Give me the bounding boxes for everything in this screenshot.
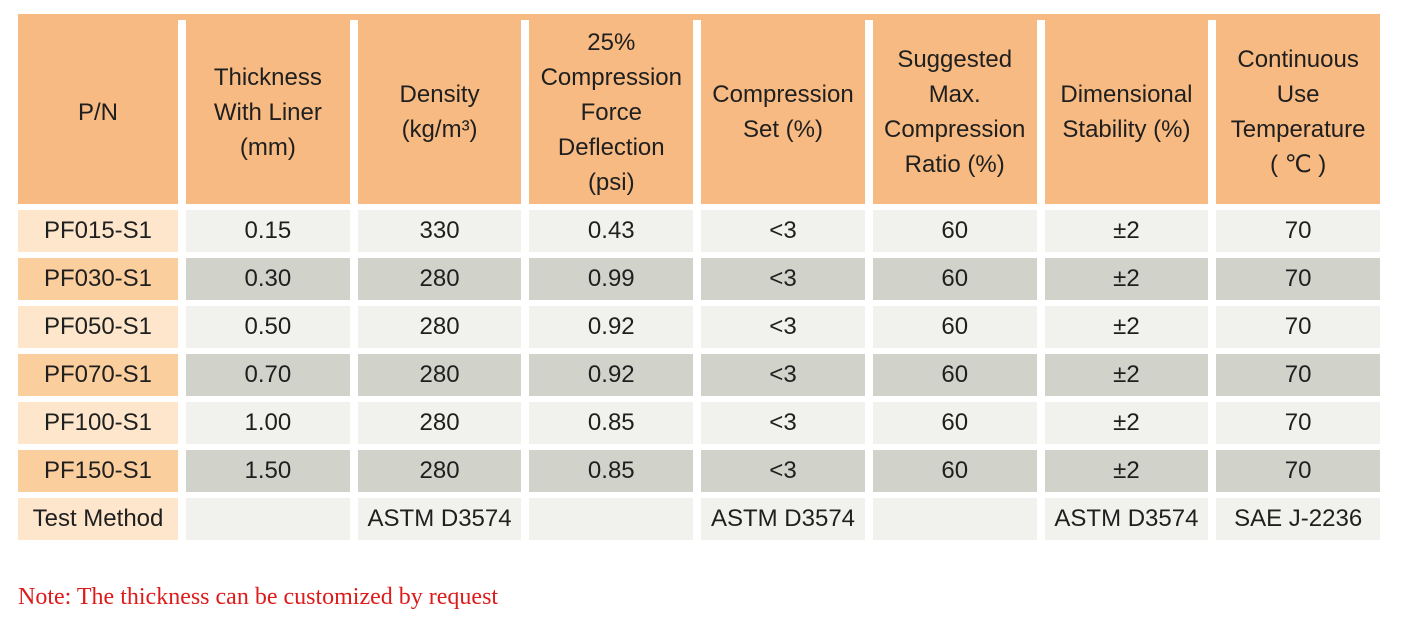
value-cell: 0.92: [529, 354, 694, 396]
value-cell: 0.50: [186, 306, 350, 348]
value-cell: 0.92: [529, 306, 694, 348]
value-cell: 280: [357, 258, 522, 300]
value-cell: 70: [1216, 354, 1380, 396]
pn-cell: PF100-S1: [18, 402, 178, 444]
value-cell: ASTM D3574: [357, 498, 522, 540]
value-cell: 60: [872, 210, 1037, 252]
header-cell-continuous-use-temperature: Continuous Use Temperature ( ℃ ): [1216, 20, 1380, 204]
value-cell: <3: [701, 354, 865, 396]
value-cell: ASTM D3574: [701, 498, 865, 540]
value-cell: 70: [1216, 306, 1380, 348]
value-cell: ±2: [1044, 306, 1209, 348]
value-cell: 280: [357, 306, 522, 348]
value-cell: <3: [701, 306, 865, 348]
value-cell: 280: [357, 450, 522, 492]
value-cell: 0.43: [529, 210, 694, 252]
value-cell: ±2: [1044, 354, 1209, 396]
value-cell: 60: [872, 258, 1037, 300]
value-cell: 0.85: [529, 450, 694, 492]
pn-cell: PF015-S1: [18, 210, 178, 252]
spec-table: P/N Thickness With Liner (mm) Density (kg/…: [18, 14, 1380, 540]
header-cell-cfd: 25% Compression Force Deflection (psi): [529, 20, 694, 204]
value-cell: [186, 498, 350, 540]
value-cell: 70: [1216, 402, 1380, 444]
pn-cell: Test Method: [18, 498, 178, 540]
header-cell-compression-set: Compression Set (%): [701, 20, 865, 204]
header-cell-pn: P/N: [18, 20, 178, 204]
header-cell-thickness: Thickness With Liner (mm): [186, 20, 350, 204]
value-cell: 70: [1216, 258, 1380, 300]
note-text: Note: The thickness can be customized by…: [18, 584, 499, 610]
value-cell: 280: [357, 402, 522, 444]
header-cell-dimensional-stability: Dimensional Stability (%): [1044, 20, 1209, 204]
value-cell: 60: [872, 354, 1037, 396]
table-row: PF015-S1 0.15 330 0.43 <3 60 ±2 70: [18, 210, 1380, 252]
table-row: PF150-S1 1.50 280 0.85 <3 60 ±2 70: [18, 450, 1380, 492]
value-cell: 280: [357, 354, 522, 396]
value-cell: 70: [1216, 210, 1380, 252]
value-cell: 1.00: [186, 402, 350, 444]
table-body: PF015-S1 0.15 330 0.43 <3 60 ±2 70 PF030-S1 0.30 2…: [18, 210, 1380, 540]
table-header-row: P/N Thickness With Liner (mm) Density (kg/…: [18, 14, 1380, 204]
table-header: P/N Thickness With Liner (mm) Density (kg/…: [18, 14, 1380, 204]
value-cell: SAE J-2236: [1216, 498, 1380, 540]
value-cell: ±2: [1044, 210, 1209, 252]
value-cell: 0.99: [529, 258, 694, 300]
pn-cell: PF030-S1: [18, 258, 178, 300]
value-cell: ±2: [1044, 258, 1209, 300]
value-cell: <3: [701, 450, 865, 492]
value-cell: <3: [701, 210, 865, 252]
value-cell: 70: [1216, 450, 1380, 492]
value-cell: [872, 498, 1037, 540]
pn-cell: PF150-S1: [18, 450, 178, 492]
value-cell: 1.50: [186, 450, 350, 492]
value-cell: <3: [701, 402, 865, 444]
value-cell: ASTM D3574: [1044, 498, 1209, 540]
table-row: PF050-S1 0.50 280 0.92 <3 60 ±2 70: [18, 306, 1380, 348]
value-cell: [529, 498, 694, 540]
value-cell: 60: [872, 306, 1037, 348]
header-cell-max-compression-ratio: Suggested Max. Compression Ratio (%): [872, 20, 1037, 204]
header-cell-density: Density (kg/m³): [357, 20, 522, 204]
value-cell: 330: [357, 210, 522, 252]
table-row: Test Method ASTM D3574 ASTM D3574 ASTM D357…: [18, 498, 1380, 540]
table-row: PF070-S1 0.70 280 0.92 <3 60 ±2 70: [18, 354, 1380, 396]
value-cell: 0.30: [186, 258, 350, 300]
pn-cell: PF050-S1: [18, 306, 178, 348]
value-cell: <3: [701, 258, 865, 300]
value-cell: 0.85: [529, 402, 694, 444]
value-cell: ±2: [1044, 450, 1209, 492]
value-cell: ±2: [1044, 402, 1209, 444]
value-cell: 60: [872, 402, 1037, 444]
value-cell: 0.15: [186, 210, 350, 252]
table-row: PF030-S1 0.30 280 0.99 <3 60 ±2 70: [18, 258, 1380, 300]
value-cell: 60: [872, 450, 1037, 492]
table-row: PF100-S1 1.00 280 0.85 <3 60 ±2 70: [18, 402, 1380, 444]
pn-cell: PF070-S1: [18, 354, 178, 396]
value-cell: 0.70: [186, 354, 350, 396]
header-top-strip: [18, 14, 1380, 20]
